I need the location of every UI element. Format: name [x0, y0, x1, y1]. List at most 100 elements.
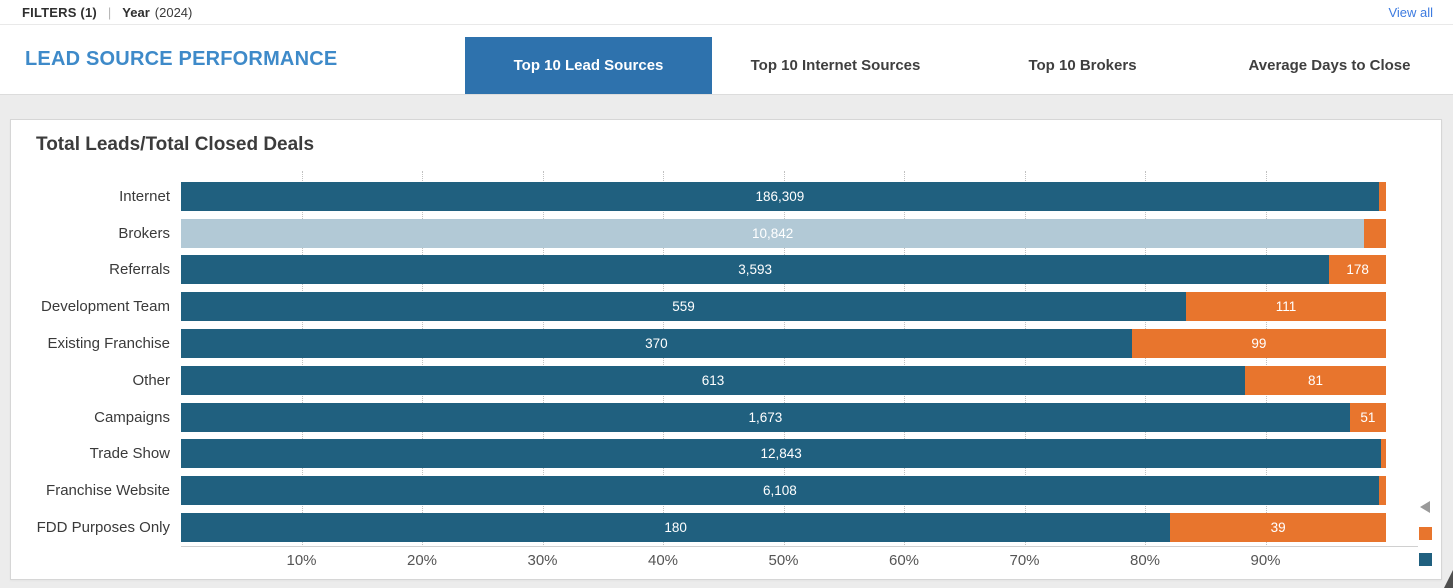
- bar-segment-total-leads[interactable]: 12,843: [181, 439, 1382, 469]
- chart-row-development-team: Development Team 559 111: [11, 288, 1443, 325]
- x-tick-label: 70%: [1009, 552, 1040, 569]
- bar-segment-total-closed-deals[interactable]: 39: [1170, 513, 1386, 543]
- x-tick-label: 80%: [1129, 552, 1161, 569]
- bar-value-label: 3,593: [738, 262, 773, 278]
- bar-segment-total-closed-deals[interactable]: [1381, 439, 1386, 469]
- bar-value-label: 178: [1346, 262, 1369, 278]
- bar-segment-total-leads[interactable]: 1,673: [181, 402, 1350, 432]
- bar-track: 559 111: [181, 292, 1386, 322]
- bar-value-label: 12,843: [760, 446, 802, 462]
- chart-card: Total Leads/Total Closed Deals Internet 1…: [10, 119, 1442, 580]
- bar-segment-total-closed-deals[interactable]: 178: [1329, 255, 1386, 285]
- bar-track: 186,309: [181, 181, 1386, 211]
- chart-row-brokers: Brokers 10,842: [11, 215, 1443, 252]
- chart-rows: Internet 186,309 Brokers 10,842 Referrals 3,5…: [11, 178, 1443, 546]
- tab-top-10-lead-sources[interactable]: Top 10 Lead Sources: [465, 37, 712, 94]
- bar-segment-total-closed-deals[interactable]: [1378, 181, 1386, 211]
- chart-row-campaigns: Campaigns 1,673 51: [11, 399, 1443, 436]
- bar-value-label: 81: [1307, 372, 1323, 388]
- bar-segment-total-closed-deals[interactable]: [1378, 476, 1386, 506]
- bar-value-label: 1,673: [748, 409, 783, 425]
- category-label: Brokers: [118, 224, 170, 242]
- x-tick-label: 90%: [1250, 552, 1281, 569]
- chart-row-referrals: Referrals 3,593 178: [11, 252, 1443, 289]
- chart-row-existing-franchise: Existing Franchise 370 99: [11, 325, 1443, 362]
- page-title: LEAD SOURCE PERFORMANCE: [25, 48, 338, 70]
- bar-segment-total-leads[interactable]: 6,108: [181, 476, 1379, 506]
- x-tick-label: 20%: [406, 552, 438, 569]
- bar-value-label: 6,108: [762, 483, 797, 499]
- x-axis-ticks: 10% 20% 30% 40% 50% 60% 70% 80% 90%: [181, 552, 1386, 574]
- bar-track: 3,593 178: [181, 255, 1386, 285]
- bar-segment-total-leads[interactable]: 370: [181, 329, 1132, 359]
- bar-value-label: 186,309: [755, 188, 805, 204]
- legend-swatch-closed-deals[interactable]: [1418, 527, 1432, 540]
- bar-value-label: 10,842: [752, 225, 794, 241]
- bar-value-label: 370: [645, 336, 668, 352]
- filter-separator: |: [107, 4, 112, 20]
- bar-track: 613 81: [181, 365, 1386, 395]
- tab-average-days-to-close[interactable]: Average Days to Close: [1206, 37, 1453, 94]
- filter-chip-year-value[interactable]: (2024): [154, 4, 193, 20]
- category-label: Trade Show: [89, 445, 170, 463]
- resize-handle-icon[interactable]: [1444, 570, 1453, 588]
- legend-collapsed: [1418, 501, 1432, 579]
- category-label: Other: [132, 371, 170, 389]
- bar-track: 370 99: [181, 329, 1386, 359]
- filters-label[interactable]: FILTERS (1): [22, 4, 97, 20]
- bar-segment-total-leads[interactable]: 613: [181, 365, 1245, 395]
- category-label: Development Team: [41, 298, 170, 316]
- tab-top-10-brokers[interactable]: Top 10 Brokers: [959, 37, 1206, 94]
- bar-value-label: 99: [1251, 336, 1267, 352]
- x-tick-label: 50%: [768, 552, 799, 569]
- bar-track: 1,673 51: [181, 402, 1386, 432]
- chart-title: Total Leads/Total Closed Deals: [36, 134, 315, 155]
- x-tick-label: 30%: [527, 552, 558, 569]
- chart-plot: Internet 186,309 Brokers 10,842 Referrals 3,5…: [11, 171, 1443, 569]
- bar-track: 6,108: [181, 476, 1386, 506]
- x-tick-label: 10%: [286, 552, 317, 569]
- legend-expand-arrow-icon[interactable]: [1420, 501, 1430, 513]
- bar-segment-total-leads[interactable]: 180: [181, 513, 1171, 543]
- bar-value-label: 51: [1360, 409, 1376, 425]
- filter-bar: FILTERS (1) | Year (2024) View all: [0, 0, 1453, 25]
- view-all-link[interactable]: View all: [1388, 4, 1433, 20]
- bar-segment-total-closed-deals[interactable]: 99: [1131, 329, 1386, 359]
- x-tick-label: 40%: [647, 552, 679, 569]
- tab-bar: Top 10 Lead Sources Top 10 Internet Sourc…: [465, 25, 1453, 94]
- active-filters: FILTERS (1) | Year (2024): [22, 5, 192, 20]
- bar-segment-total-closed-deals[interactable]: 111: [1185, 292, 1386, 322]
- bar-value-label: 39: [1270, 520, 1286, 536]
- category-label: FDD Purposes Only: [36, 519, 170, 537]
- bar-segment-total-closed-deals[interactable]: [1364, 218, 1386, 248]
- chart-row-franchise-website: Franchise Website 6,108: [11, 472, 1443, 509]
- bar-segment-total-closed-deals[interactable]: 51: [1349, 402, 1386, 432]
- bar-segment-total-leads[interactable]: 3,593: [181, 255, 1330, 285]
- filter-chip-year[interactable]: Year: [122, 4, 150, 20]
- legend-swatch-leads[interactable]: [1418, 553, 1432, 566]
- bar-segment-total-leads[interactable]: 186,309: [181, 181, 1379, 211]
- bar-value-label: 180: [664, 520, 687, 536]
- bar-segment-total-closed-deals[interactable]: 81: [1245, 365, 1386, 395]
- category-label: Franchise Website: [46, 482, 170, 500]
- bar-segment-total-leads[interactable]: 10,842: [181, 218, 1365, 248]
- x-axis-line: [181, 546, 1418, 547]
- chart-row-other: Other 613 81: [11, 362, 1443, 399]
- chart-row-fdd-purposes-only: FDD Purposes Only 180 39: [11, 509, 1443, 546]
- category-label: Campaigns: [94, 408, 170, 426]
- chart-row-trade-show: Trade Show 12,843: [11, 436, 1443, 473]
- bar-value-label: 111: [1275, 299, 1297, 315]
- bar-segment-total-leads[interactable]: 559: [181, 292, 1186, 322]
- bar-value-label: 559: [672, 299, 695, 315]
- section-header: LEAD SOURCE PERFORMANCE Top 10 Lead Sour…: [0, 25, 1453, 95]
- dashboard-content: Total Leads/Total Closed Deals Internet 1…: [0, 95, 1453, 588]
- bar-track: 180 39: [181, 513, 1386, 543]
- bar-track: 12,843: [181, 439, 1386, 469]
- category-label: Referrals: [109, 261, 170, 279]
- category-label: Internet: [119, 187, 170, 205]
- tab-top-10-internet-sources[interactable]: Top 10 Internet Sources: [712, 37, 959, 94]
- bar-track: 10,842: [181, 218, 1386, 248]
- category-label: Existing Franchise: [47, 335, 170, 353]
- bar-value-label: 613: [701, 372, 725, 388]
- chart-row-internet: Internet 186,309: [11, 178, 1443, 215]
